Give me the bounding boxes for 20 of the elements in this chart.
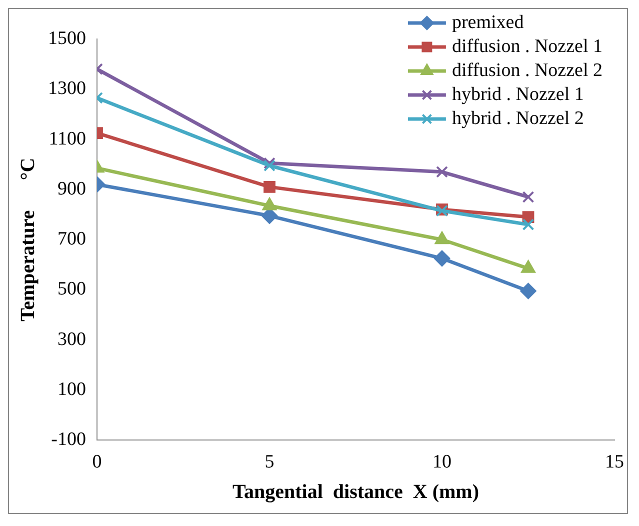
x-axis-title: Tangential distance X (mm) [232,481,479,504]
legend-label: premixed [452,12,524,33]
x-tick-label: 10 [432,452,452,473]
y-tick-label: -100 [51,429,86,450]
x-tick-label: 0 [92,452,102,473]
y-tick-label: 1300 [48,78,86,100]
y-tick-label: 1500 [48,28,86,49]
y-tick-label: 100 [58,379,86,400]
y-tick-label: 900 [58,178,86,200]
legend-label: diffusion . Nozzel 1 [452,36,602,57]
x-tick-label: 15 [605,452,624,473]
legend-label: hybrid . Nozzel 2 [452,108,584,129]
legend-label: diffusion . Nozzel 2 [452,60,602,81]
y-tick-label: 300 [58,328,86,350]
y-tick-label: 500 [58,278,86,300]
x-tick-label: 5 [264,452,274,473]
y-tick-label: 1100 [48,128,86,150]
legend-label: hybrid . Nozzel 1 [452,84,584,105]
y-tick-label: 700 [58,228,86,250]
y-axis-title: Temperature °C [17,158,40,322]
